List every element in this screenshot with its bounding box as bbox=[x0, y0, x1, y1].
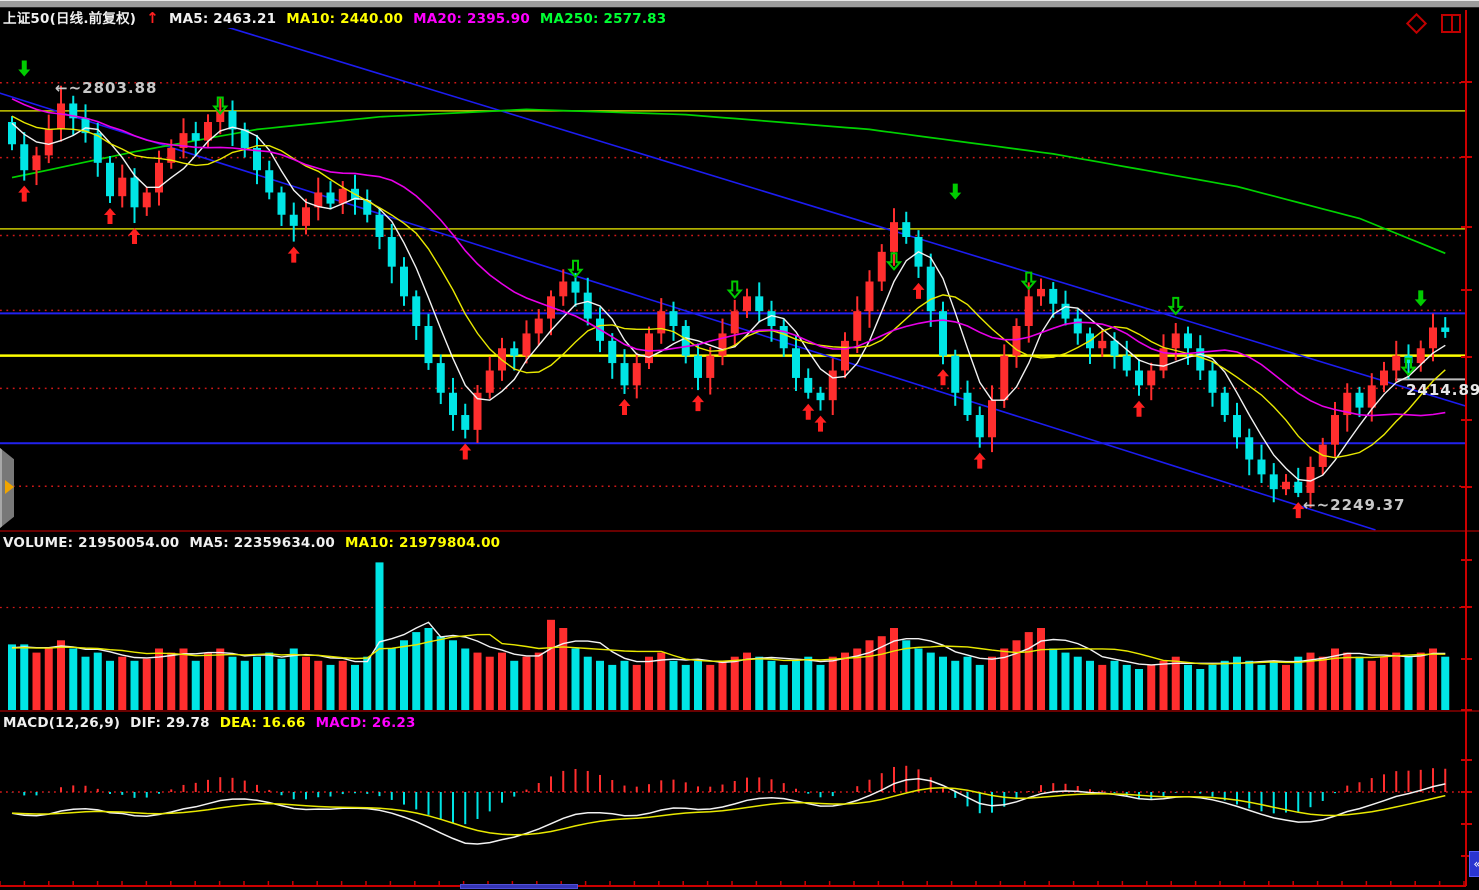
symbol-title: 上证50(日线.前复权) bbox=[3, 11, 137, 27]
volume-ma5-value: MA5: 22359634.00 bbox=[189, 535, 336, 551]
main-chart-header: 上证50(日线.前复权) ↑ MA5: 2463.21 MA10: 2440.00 MA… bbox=[3, 9, 685, 28]
chart-toolbar bbox=[1405, 12, 1461, 35]
ma250-value: MA250: 2577.83 bbox=[539, 11, 667, 27]
marked-price-label: 2414.89 bbox=[1406, 381, 1479, 399]
low-price-annotation: ←~2249.37 bbox=[1303, 496, 1406, 514]
up-arrow-icon: ↑ bbox=[146, 9, 159, 27]
timeline-scrollbar-thumb[interactable] bbox=[460, 884, 578, 889]
window-top-edge bbox=[0, 0, 1479, 8]
macd-pane-header: MACD(12,26,9) DIF: 29.78 DEA: 16.66 MACD: 2… bbox=[3, 714, 434, 732]
macd-value: MACD: 26.23 bbox=[315, 715, 416, 731]
sidebar-expand-tab[interactable] bbox=[0, 448, 14, 528]
dea-value: DEA: 16.66 bbox=[219, 715, 306, 731]
ma20-value: MA20: 2395.90 bbox=[413, 11, 530, 27]
volume-value: VOLUME: 21950054.00 bbox=[3, 535, 180, 551]
macd-params: MACD(12,26,9) bbox=[3, 715, 121, 731]
collapse-corner-button[interactable]: « bbox=[1469, 851, 1479, 879]
split-window-icon[interactable] bbox=[1441, 14, 1461, 33]
diamond-icon[interactable] bbox=[1405, 12, 1428, 35]
ma10-value: MA10: 2440.00 bbox=[286, 11, 404, 27]
collapse-icon: « bbox=[1469, 851, 1479, 877]
volume-ma10-value: MA10: 21979804.00 bbox=[345, 535, 501, 551]
dif-value: DIF: 29.78 bbox=[130, 715, 210, 731]
volume-pane-header: VOLUME: 21950054.00 MA5: 22359634.00 MA10:… bbox=[3, 534, 519, 552]
ma5-value: MA5: 2463.21 bbox=[168, 11, 277, 27]
high-price-annotation: ←~2803.88 bbox=[55, 79, 158, 97]
expand-arrow-icon bbox=[5, 480, 14, 494]
